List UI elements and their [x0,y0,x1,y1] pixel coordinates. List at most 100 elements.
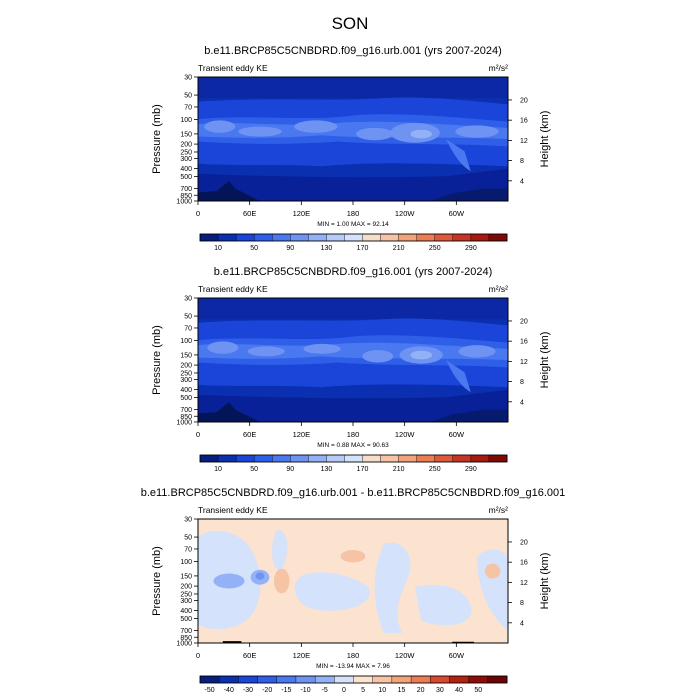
y-tick-label: 850 [180,414,192,421]
colorbar-label: 290 [465,466,477,473]
contour-maximum [294,120,338,133]
x-tick-label: 60W [449,651,465,660]
y-tick-label: 70 [184,104,192,111]
colorbar-swatch [468,675,489,684]
contour-band [198,298,508,320]
y-right-tick-label: 12 [520,359,528,366]
contour-positive [484,563,501,579]
contour-positive [273,568,290,594]
colorbar-label: 250 [429,245,441,252]
y-right-tick-label: 20 [520,318,528,325]
x-axis: 0 60E 120E 180 120W 60W [196,643,465,660]
y-right-tick-label: 16 [520,339,528,346]
colorbar-label: 290 [465,245,477,252]
contour-maximum [356,127,394,141]
colorbar-swatch [272,233,291,242]
panel-title: b.e11.BRCP85C5CNBDRD.f09_g16.urb.001 - b… [141,487,566,499]
x-tick-label: 180 [347,430,360,439]
topography [222,641,242,643]
y-right-axis-label: Height (km) [539,553,551,610]
x-axis: 0 60E 120E 180 120W 60W [196,422,465,439]
colorbar-swatch [235,233,255,242]
y-tick-label: 1000 [176,641,192,648]
colorbar-swatch [290,233,309,242]
y-tick-label: 500 [180,395,192,402]
x-tick-label: 60W [449,209,465,218]
y-axis-label: Pressure (mb) [151,104,163,174]
y-right-tick-label: 16 [520,560,528,567]
contour-negative [213,573,245,589]
colorbar-swatch [326,454,345,463]
x-tick-label: 60E [243,430,256,439]
colorbar: 10 50 90 130 170 210 250 290 [199,454,508,473]
colorbar-label: 250 [429,466,441,473]
y-tick-label: 30 [184,517,192,524]
colorbar-swatch [430,675,450,684]
x-tick-label: 60E [243,209,256,218]
colorbar-label: 210 [393,245,405,252]
colorbar-frame [199,675,508,684]
colorbar-swatch [470,454,490,463]
colorbar-label: -20 [262,687,272,694]
y-axis-label: Pressure (mb) [151,546,163,616]
colorbar-label: 5 [361,687,365,694]
y-tick-label: 850 [180,635,192,642]
y-right-tick-label: 20 [520,97,528,104]
colorbar-swatch [434,233,454,242]
y-tick-label: 150 [180,573,192,580]
panel-title: b.e11.BRCP85C5CNBDRD.f09_g16.001 (yrs 20… [214,266,493,278]
colorbar-swatch [449,675,470,684]
colorbar-swatch [391,675,412,684]
colorbar-swatch [416,233,436,242]
colorbar-swatch [326,233,345,242]
y-tick-label: 100 [180,559,192,566]
colorbar-label: 90 [286,245,294,252]
colorbar-swatch [380,454,400,463]
min-max-stats: MIN = 1.00 MAX = 92.14 [317,221,389,228]
colorbar-swatch [362,454,381,463]
y-tick-label: 30 [184,75,192,82]
contour-maximum [303,343,341,354]
contour-field [198,519,508,643]
colorbar-label: -15 [281,687,291,694]
topography [198,402,260,422]
y-right-tick-label: 8 [520,158,524,165]
colorbar-swatch [344,454,363,463]
panel-title: b.e11.BRCP85C5CNBDRD.f09_g16.urb.001 (yr… [204,45,502,57]
panel-units: m²/s² [489,505,509,515]
colorbar-swatch [314,675,335,684]
colorbar-swatch [272,454,291,463]
y-tick-label: 500 [180,174,192,181]
colorbar-label: 20 [417,687,425,694]
panel-subtitle: Transient eddy KE [198,63,268,73]
contour-maximum [455,125,499,138]
contour-band [446,360,471,393]
contour-maximum [204,120,236,133]
panel-units: m²/s² [489,284,509,294]
colorbar-label: -50 [205,687,215,694]
y-right-tick-label: 4 [520,178,524,185]
colorbar: 10 50 90 130 170 210 250 290 [199,233,508,252]
y-tick-label: 50 [184,535,192,542]
y-tick-label: 1000 [176,199,192,206]
colorbar-swatch [344,233,363,242]
colorbar-label: 170 [357,466,369,473]
x-tick-label: 120W [395,430,416,439]
colorbar-label: 10 [214,466,222,473]
panel-subtitle: Transient eddy KE [198,505,268,515]
topography [430,409,508,422]
colorbar-swatch [410,675,431,684]
topography [198,181,260,201]
colorbar-swatch [238,675,258,684]
colorbar-label: 15 [398,687,406,694]
colorbar-swatch [334,675,354,684]
colorbar-label: 50 [250,466,258,473]
y-right-tick-label: 8 [520,379,524,386]
y-right-tick-label: 20 [520,539,528,546]
colorbar-swatch [362,233,381,242]
y-tick-label: 200 [180,584,192,591]
y-tick-label: 70 [184,325,192,332]
y-tick-label: 250 [180,370,192,377]
